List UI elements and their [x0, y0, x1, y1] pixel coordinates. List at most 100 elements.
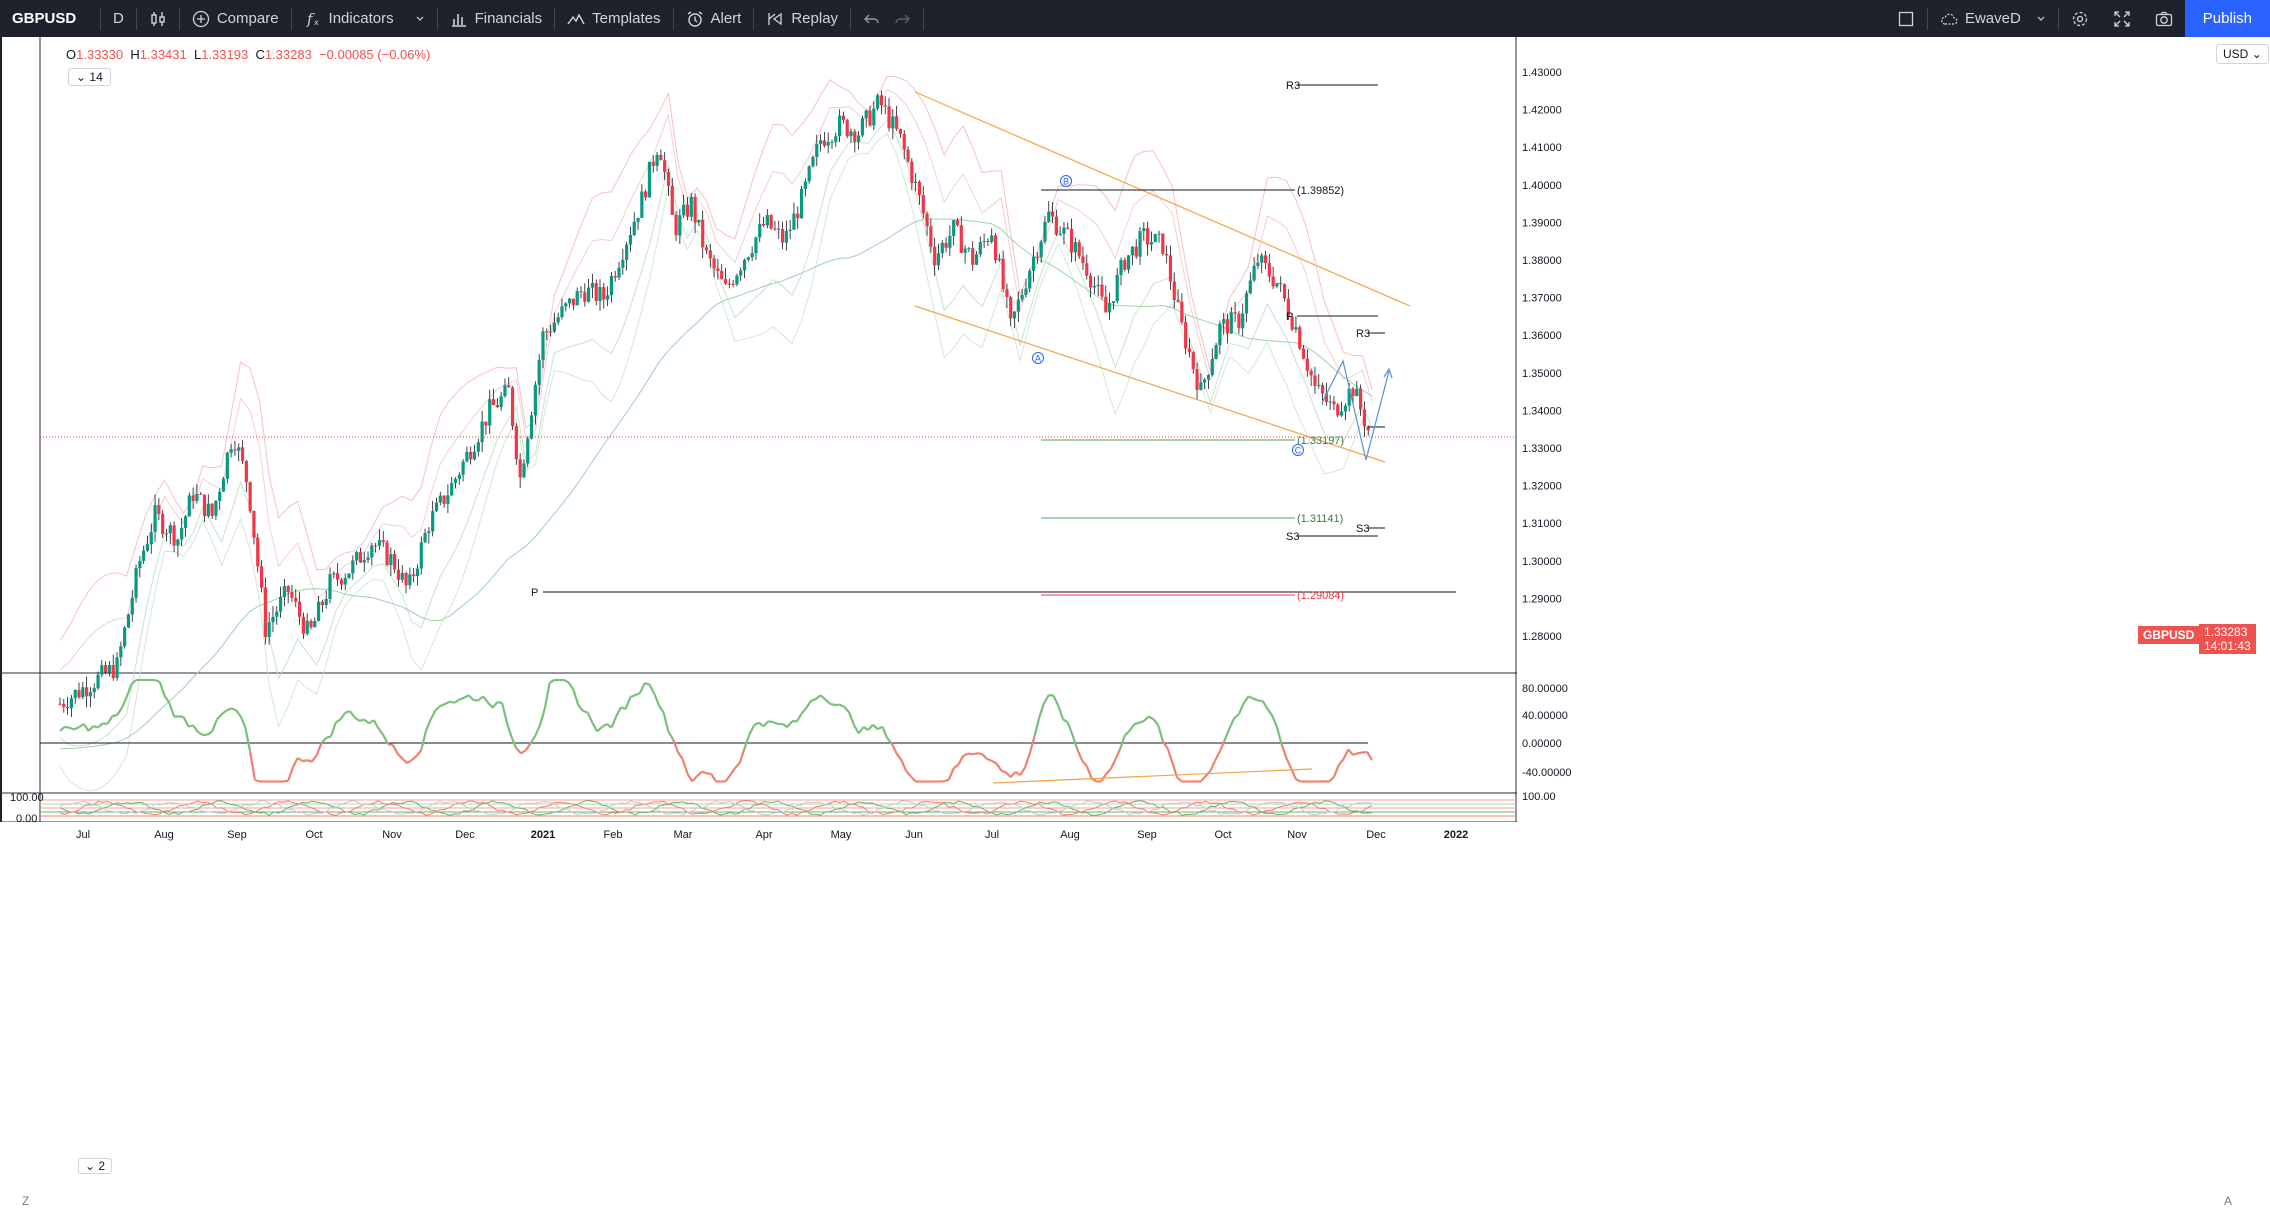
rsi-segment — [1275, 726, 1283, 745]
study-collapse-toggle[interactable]: ⌄ 14 — [68, 68, 111, 86]
rsi-segment — [163, 695, 171, 704]
auto-scale-button[interactable]: A — [2224, 1194, 2233, 1208]
toolbar-right: EwaveD Publish — [1885, 0, 2270, 37]
settings-button[interactable] — [2059, 0, 2101, 37]
rsi-segment — [1138, 720, 1145, 724]
pivot-r3-label: R3 — [1286, 80, 1300, 92]
candle-body — [1275, 282, 1279, 287]
currency-select[interactable]: USD ⌄ — [2216, 44, 2269, 64]
layout-name: EwaveD — [1964, 10, 2021, 27]
rsi-segment — [596, 726, 603, 733]
fullscreen-button[interactable] — [2101, 0, 2143, 37]
price-axis[interactable]: 1.43000 1.42000 1.41000 1.40000 1.39000 1.380… — [10, 37, 2270, 825]
candle-body — [693, 196, 697, 223]
candle-body — [583, 292, 587, 302]
redo-button[interactable] — [893, 0, 923, 37]
rsi-segment — [444, 700, 451, 706]
candle-body — [720, 270, 724, 280]
symbol-search[interactable]: GBPUSD — [0, 0, 100, 37]
ohlc-legend: O1.33330 H1.33431 L1.33193 C1.33283 −0.0… — [66, 47, 430, 62]
layout-menu-button[interactable]: EwaveD — [1928, 0, 2058, 37]
chevron-down-icon[interactable] — [415, 14, 425, 24]
candle-body — [495, 405, 499, 408]
candle-body — [921, 195, 925, 214]
rsi-segment — [1261, 700, 1269, 710]
chevron-down-icon: ⌄ — [85, 1159, 96, 1173]
interval-button[interactable]: D — [101, 0, 136, 37]
rsi-segment — [701, 770, 707, 775]
financials-button[interactable]: Financials — [438, 0, 555, 37]
candle-body — [959, 225, 963, 253]
candle-body — [199, 494, 203, 496]
compare-button[interactable]: Compare — [180, 0, 291, 37]
replay-button[interactable]: Replay — [754, 0, 850, 37]
candle-body — [123, 627, 127, 647]
candle-body — [446, 495, 450, 504]
candle-body — [104, 665, 108, 673]
publish-button[interactable]: Publish — [2184, 0, 2270, 37]
candle-body — [822, 140, 826, 146]
pivot-p-label: P — [1286, 311, 1293, 323]
candle-body — [1313, 375, 1317, 386]
wave-b-label: B — [1063, 177, 1069, 187]
oscillator-legend[interactable]: ⌄ 2 — [78, 1158, 113, 1174]
rsi-tick-label: -40.00000 — [1522, 767, 1572, 779]
candle-body — [952, 220, 956, 236]
candle-body — [267, 622, 271, 638]
timezone-button[interactable]: Z — [22, 1194, 30, 1208]
rsi-segment — [881, 726, 889, 739]
candle-body — [1241, 313, 1245, 329]
rsi-segment — [648, 683, 656, 695]
rsi-segment — [991, 759, 997, 765]
candle-body — [107, 664, 112, 673]
undo-button[interactable] — [851, 0, 893, 37]
snapshot-button[interactable] — [2143, 0, 2185, 37]
rsi-segment — [320, 737, 328, 744]
chart-type-button[interactable] — [137, 0, 179, 37]
candle-body — [587, 287, 591, 302]
time-axis[interactable]: Jul Aug Sep Oct Nov Dec 2021 Feb Mar Apr May Jun Jul… — [0, 822, 2270, 1218]
candle-body — [362, 559, 366, 563]
candle-body — [1305, 358, 1309, 371]
rsi-segment — [1366, 751, 1373, 761]
rsi-segment — [872, 723, 879, 731]
rsi-segment — [220, 709, 228, 716]
rsi-segment — [768, 720, 774, 724]
candle-body — [1191, 352, 1195, 370]
candle-body — [982, 240, 986, 242]
symbol-price-tag: GBPUSD — [2138, 626, 2200, 644]
candle-body — [1260, 255, 1264, 263]
toolbar-divider — [436, 7, 438, 30]
rsi-segment — [563, 679, 570, 684]
rsi-segment — [216, 713, 223, 721]
candle-body — [1108, 303, 1112, 313]
time-tick-label: Dec — [1366, 829, 1386, 841]
candle-body — [674, 214, 678, 236]
time-tick-label: Feb — [604, 829, 623, 841]
alert-button[interactable]: Alert — [674, 0, 754, 37]
candle-body — [1028, 270, 1032, 289]
candle-body — [332, 573, 336, 575]
bollinger-bands — [59, 75, 1373, 792]
candle-body — [788, 229, 792, 231]
templates-button[interactable]: Templates — [555, 0, 672, 37]
rsi-segment — [391, 744, 399, 755]
rsi-segment — [439, 703, 446, 708]
candle-body — [96, 674, 100, 689]
rsi-segment — [1066, 722, 1074, 736]
chart-canvas[interactable]: R3 P P R3 S3 S3 (1.39852) (1.33197) (1.31141) (1.… — [0, 37, 2270, 1218]
rsi-segment — [497, 701, 503, 704]
rsi-segment — [106, 715, 114, 725]
candle-body — [62, 703, 66, 707]
candle-body — [647, 161, 652, 198]
candle-body — [841, 115, 845, 121]
rsi-segment — [662, 712, 670, 733]
fullscreen-toggle-button[interactable] — [1885, 0, 1927, 37]
candle-body — [617, 267, 621, 278]
pivot-p-label: P — [531, 587, 538, 599]
candle-body — [1123, 260, 1127, 270]
candle-body — [206, 503, 210, 517]
candle-body — [210, 503, 214, 516]
rsi-segment — [359, 718, 365, 722]
